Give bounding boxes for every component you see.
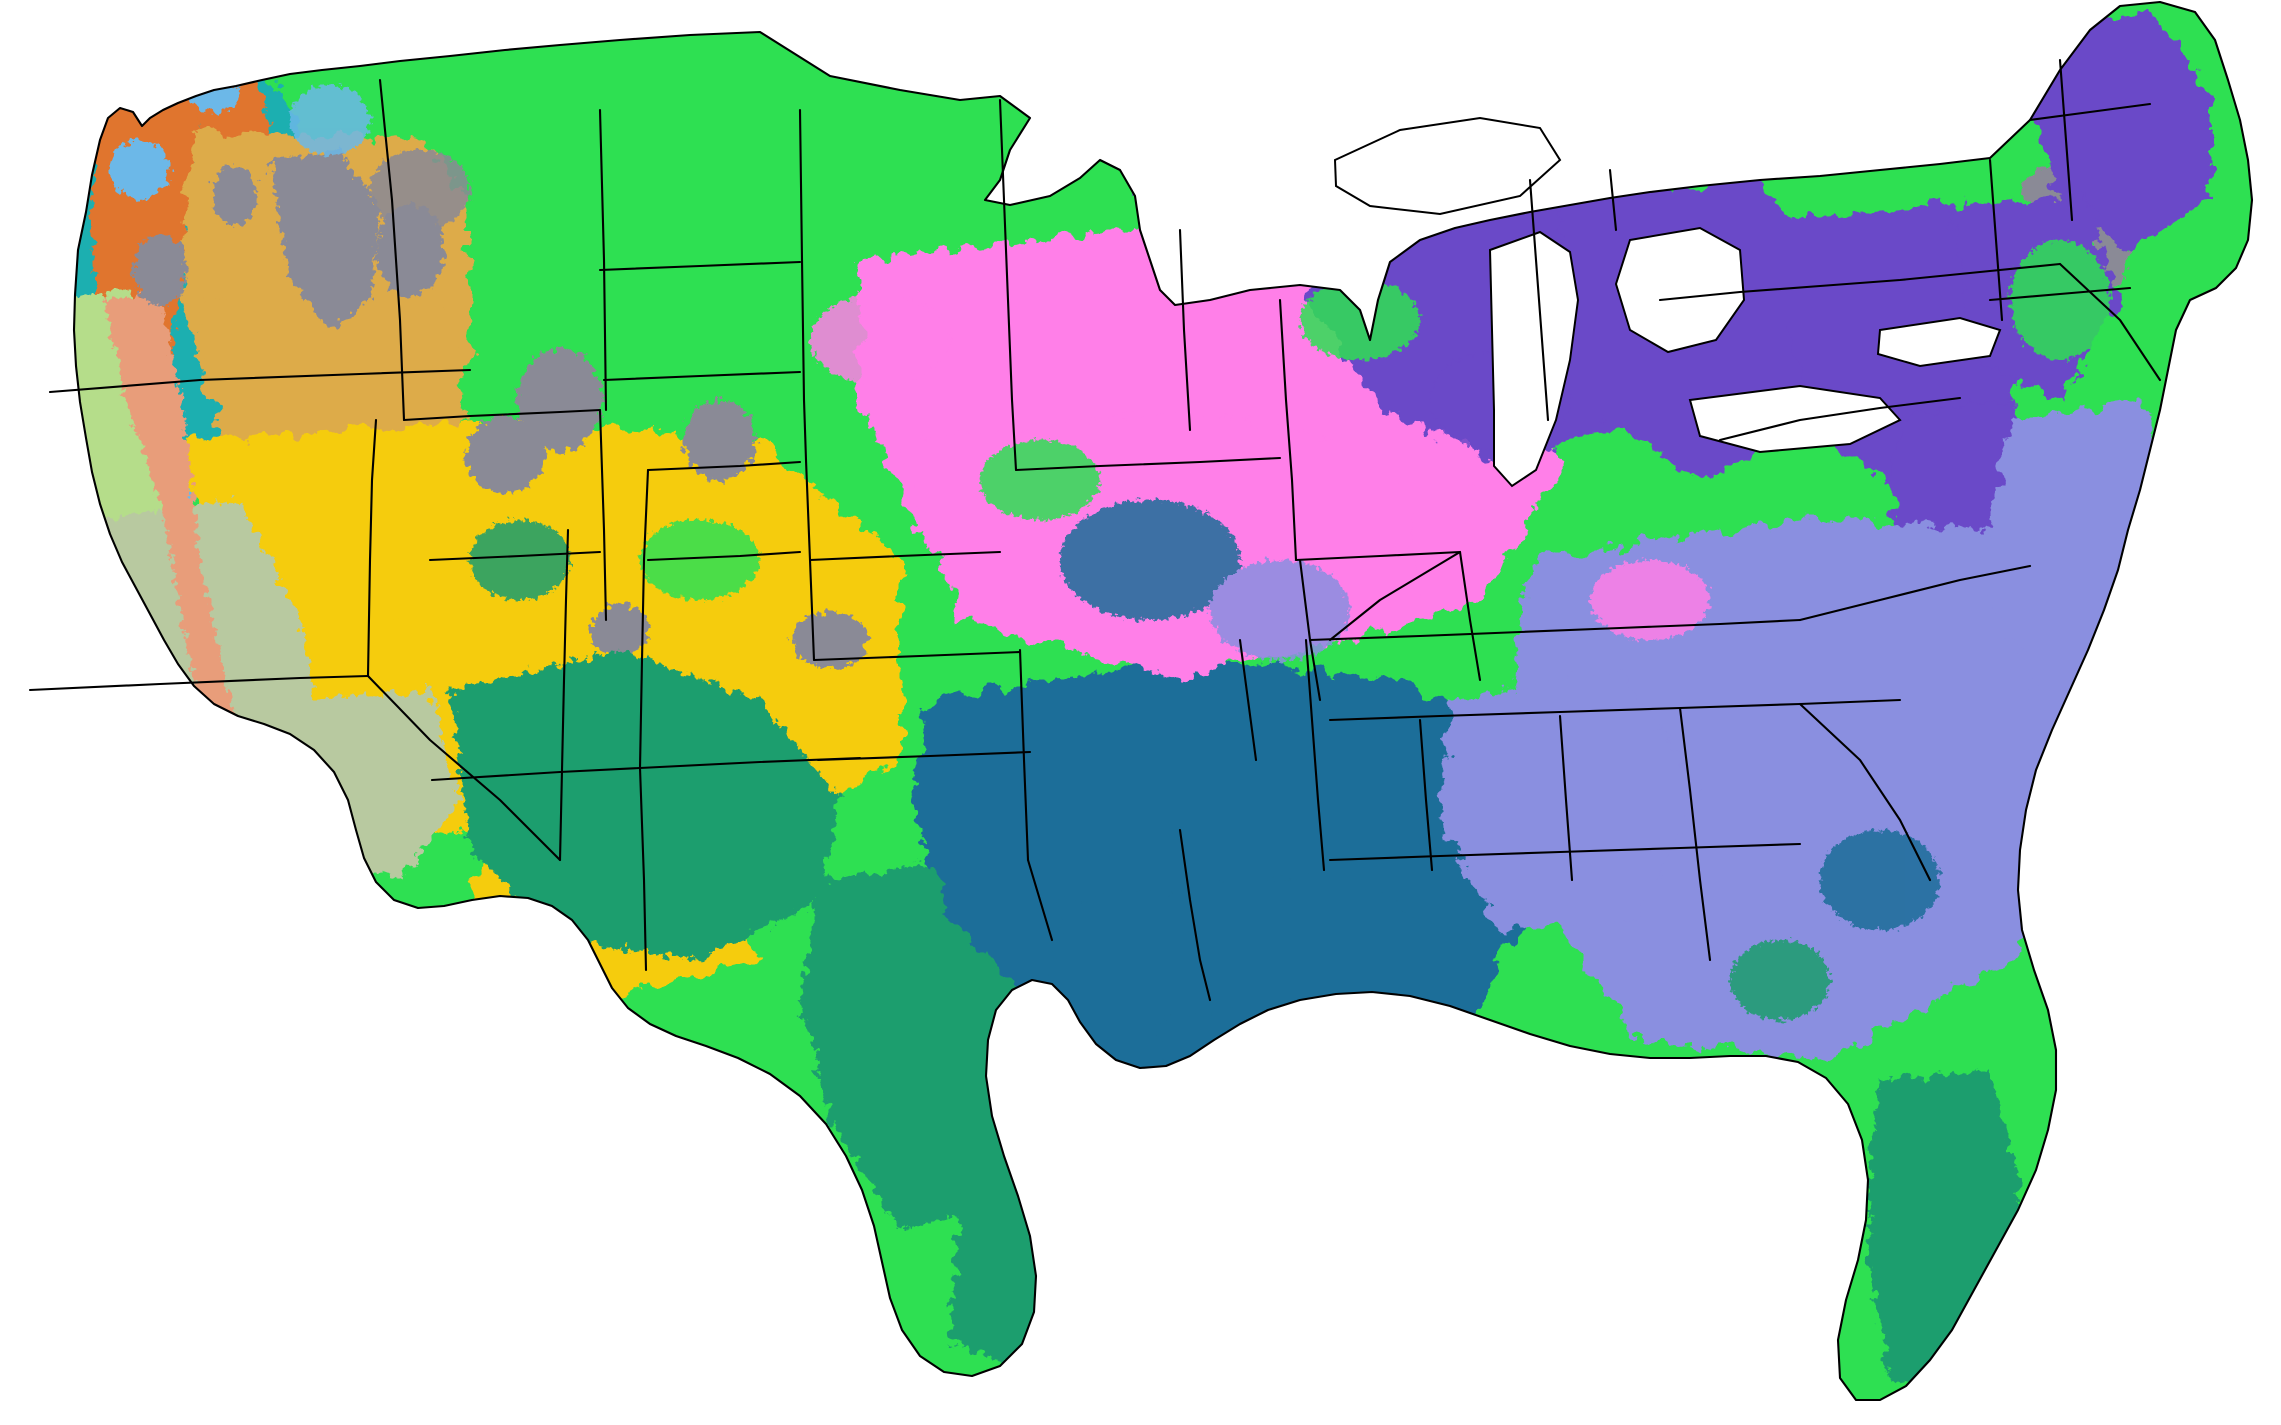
border-ks-ok [812, 650, 1022, 662]
border-wy-ut [598, 408, 608, 622]
lake-ontario [1876, 316, 2002, 368]
border-mi-in-oh [1528, 178, 1550, 422]
border-nd-sd [598, 260, 802, 272]
border-az-nm-vert [638, 766, 648, 972]
border-il-in [1278, 298, 1298, 562]
conus-outline [72, 0, 2254, 1402]
border-ar-ms [1304, 638, 1326, 872]
lake-superior [1333, 116, 1562, 216]
great-lakes [1333, 116, 2002, 488]
border-nv-ca-lower [366, 674, 562, 862]
border-nv-ut [428, 550, 602, 562]
border-mt-nd [598, 108, 608, 412]
border-ga-sc [1678, 706, 1712, 962]
border-ky-tn [1458, 550, 1482, 682]
border-ia-mo [1014, 456, 1282, 472]
border-mn-wi [998, 98, 1018, 472]
border-nv-ut-az [558, 528, 570, 862]
state-boundaries [28, 0, 2254, 1402]
border-tn-ms-al-ga [1328, 698, 1902, 722]
border-nc-va [1798, 564, 2032, 622]
border-mi-upper [1608, 168, 1618, 232]
border-ar-mo [1238, 638, 1258, 762]
border-al-ga [1558, 714, 1574, 882]
border-tx-la [1026, 858, 1054, 942]
border-ky-mo [1328, 550, 1462, 642]
border-wa-or [48, 368, 472, 394]
border-oh-wv-pa [1718, 396, 1962, 442]
border-ok-tx [816, 750, 1032, 762]
border-ne-ks [808, 550, 1002, 562]
border-ny-vt [1988, 158, 2004, 322]
border-sd-ne [602, 370, 802, 382]
border-nv-ca-upper [366, 418, 378, 678]
border-nd-mn-upper [798, 108, 808, 462]
border-in-ky [1294, 550, 1462, 562]
border-co-nm [646, 550, 802, 562]
border-wy-co [646, 460, 802, 472]
border-oh-pa-ny [1658, 262, 2062, 302]
border-id-mt [378, 78, 406, 422]
border-ms-al [1418, 718, 1434, 872]
border-az-ut [430, 766, 642, 782]
lake-michigan [1488, 230, 1580, 488]
lake-erie [1688, 384, 1902, 454]
border-wi-ia [1178, 228, 1192, 432]
border-la-ms-river [1178, 828, 1212, 1002]
border-nh-me [2058, 58, 2074, 222]
cluster-speckle-overlay [290, 85, 2110, 1020]
border-or-ca [28, 674, 370, 692]
lake-huron [1614, 226, 1746, 354]
border-ky-tn-line [1308, 618, 1802, 642]
border-pa-nj-ny [2058, 262, 2162, 382]
border-sc-nc [1798, 702, 1932, 882]
border-ok-ar [1018, 648, 1030, 862]
border-ms-al-gulf [1328, 842, 1802, 862]
border-ut-co [638, 468, 650, 770]
border-me-nh-top [2028, 102, 2152, 122]
border-id-wy [402, 408, 602, 422]
border-ma-ct [1988, 286, 2132, 302]
